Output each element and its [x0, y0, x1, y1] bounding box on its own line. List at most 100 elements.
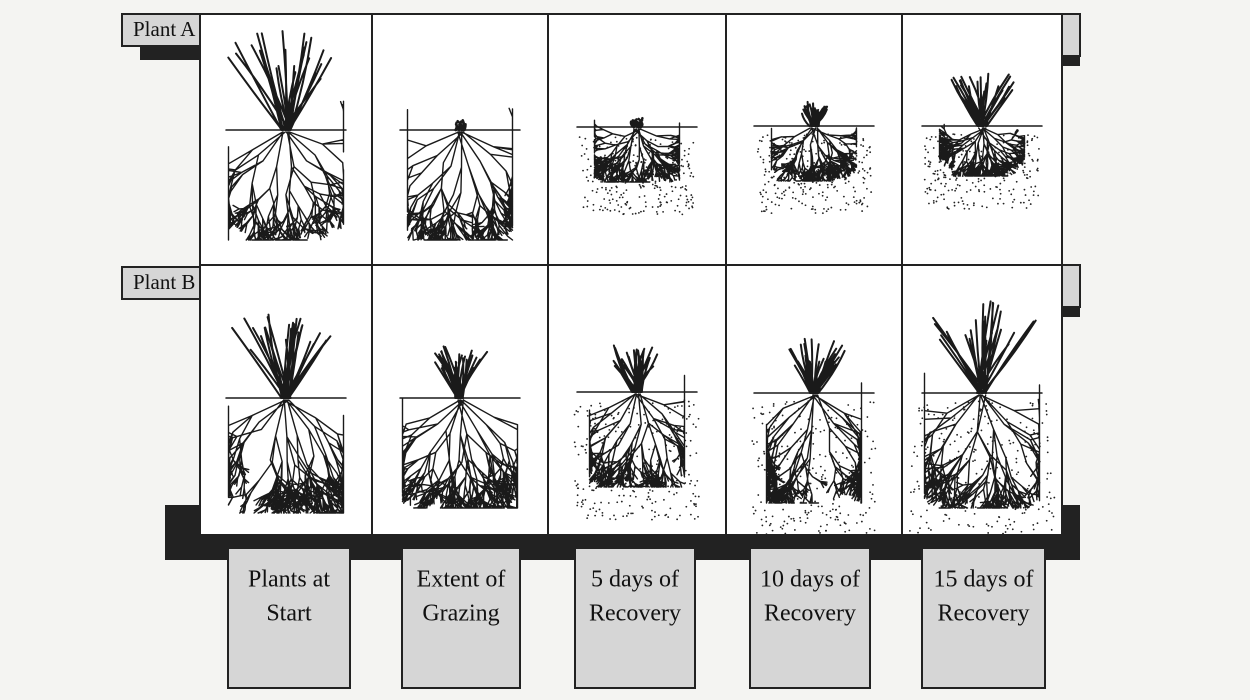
soil-dot — [694, 495, 697, 498]
soil-dot — [968, 525, 971, 528]
soil-dot — [873, 500, 876, 503]
soil-dot — [927, 151, 929, 154]
soil-dot — [688, 207, 690, 210]
soil-dot — [910, 510, 913, 513]
soil-dot — [1046, 496, 1049, 498]
soil-dot — [607, 436, 610, 439]
soil-dot — [592, 203, 595, 206]
soil-dot — [586, 438, 588, 440]
soil-dot — [609, 518, 611, 520]
soil-dot — [863, 169, 866, 172]
soil-dot — [924, 163, 927, 165]
soil-dot — [580, 505, 583, 508]
soil-dot — [937, 178, 939, 181]
soil-dot — [695, 503, 697, 505]
soil-dot — [839, 524, 842, 527]
soil-dot — [921, 440, 924, 443]
soil-dot — [824, 455, 827, 458]
soil-dot — [656, 460, 659, 462]
soil-dot — [657, 206, 659, 208]
soil-dot — [786, 522, 789, 525]
soil-dot — [819, 465, 822, 468]
soil-dot — [960, 196, 963, 199]
soil-dot — [865, 511, 867, 514]
soil-dot — [871, 493, 874, 496]
soil-dot — [1007, 536, 1010, 538]
soil-dot — [688, 147, 691, 150]
label-box — [749, 547, 871, 689]
soil-dot — [818, 192, 820, 195]
soil-dot — [820, 142, 823, 145]
soil-dot — [856, 423, 859, 426]
soil-dot — [858, 170, 861, 173]
soil-dot — [912, 490, 915, 493]
soil-dot — [637, 424, 640, 426]
column-label: Plants at — [248, 567, 330, 593]
soil-dot — [618, 210, 621, 213]
soil-dot — [824, 469, 826, 472]
soil-dot — [686, 160, 689, 163]
soil-dot — [617, 426, 620, 429]
soil-dot — [834, 508, 837, 511]
soil-dot — [799, 440, 802, 443]
soil-dot — [620, 206, 623, 208]
soil-dot — [810, 510, 812, 513]
soil-dot — [944, 185, 946, 188]
soil-dot — [629, 161, 632, 164]
soil-dot — [1028, 199, 1030, 202]
soil-dot — [1029, 175, 1032, 178]
soil-dot — [633, 490, 636, 493]
soil-dot — [792, 517, 795, 520]
soil-dot — [639, 468, 642, 470]
soil-dot — [940, 193, 943, 196]
soil-dot — [625, 189, 628, 192]
soil-dot — [615, 140, 618, 143]
soil-dot — [962, 149, 965, 152]
soil-dot — [693, 502, 695, 505]
soil-dot — [830, 183, 833, 186]
soil-dot — [754, 509, 757, 512]
soil-dot — [1032, 160, 1034, 162]
soil-dot — [953, 440, 956, 443]
soil-dot — [755, 532, 758, 534]
soil-dot — [963, 408, 966, 411]
soil-dot — [1036, 159, 1039, 162]
soil-dot — [987, 524, 990, 527]
soil-dot — [638, 196, 641, 198]
soil-dot — [593, 502, 596, 505]
soil-dot — [684, 188, 687, 190]
soil-dot — [804, 521, 807, 524]
soil-dot — [640, 160, 643, 163]
soil-dot — [924, 156, 927, 159]
soil-dot — [799, 475, 802, 478]
soil-dot — [799, 520, 802, 523]
soil-dot — [942, 520, 945, 522]
soil-dot — [961, 200, 964, 203]
soil-dot — [804, 185, 806, 188]
soil-dot — [830, 206, 833, 209]
soil-dot — [985, 405, 988, 407]
soil-dot — [763, 452, 766, 455]
soil-dot — [852, 186, 855, 189]
soil-dot — [862, 137, 865, 140]
plant — [921, 72, 1043, 210]
soil-dot — [624, 202, 627, 205]
soil-dot — [661, 418, 664, 421]
soil-dot — [934, 179, 937, 182]
soil-dot — [659, 186, 661, 189]
soil-dot — [1022, 506, 1025, 509]
row-label: Plant A — [133, 17, 196, 41]
soil-dot — [668, 434, 671, 436]
soil-dot — [857, 171, 860, 174]
soil-dot — [610, 186, 613, 189]
soil-dot — [821, 191, 824, 194]
soil-dot — [921, 417, 924, 420]
soil-dot — [938, 161, 941, 163]
soil-dot — [691, 196, 694, 199]
soil-dot — [620, 193, 623, 196]
soil-dot — [964, 481, 967, 484]
soil-dot — [613, 209, 616, 211]
soil-dot — [1011, 469, 1013, 472]
soil-dot — [1001, 538, 1003, 540]
soil-dot — [781, 192, 783, 195]
